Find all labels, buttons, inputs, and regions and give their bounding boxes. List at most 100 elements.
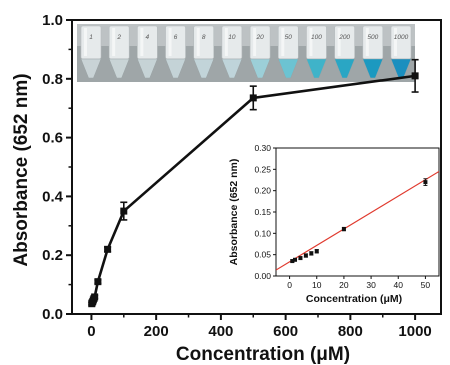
main-data-point (411, 72, 419, 80)
inset-x-tick-label: 0 (287, 280, 292, 290)
vial-liquid (306, 58, 327, 79)
inset-y-tick-label: 0.20 (254, 186, 271, 196)
vial: 10 (221, 25, 243, 79)
inset-background (275, 147, 440, 277)
vial: 100 (306, 25, 327, 79)
vial-liquid (249, 58, 271, 79)
main-x-tick-label: 400 (208, 323, 233, 340)
inset-y-tick-label: 0.15 (254, 207, 271, 217)
main-y-tick-label: 0.6 (42, 130, 63, 147)
vial-highlight (224, 28, 228, 56)
vial-label: 100 (311, 34, 322, 41)
inset-data-point (290, 259, 295, 264)
main-y-axis-label: Absorbance (652 nm) (11, 73, 32, 266)
vial-highlight (253, 28, 257, 56)
vial-liquid (80, 58, 102, 79)
main-x-tick-label: 200 (144, 323, 169, 340)
main-series (88, 58, 419, 308)
vial: 8 (193, 25, 215, 79)
inset-x-axis-label: Concentration (μM) (306, 293, 402, 305)
vial-liquid (136, 58, 158, 79)
vial: 4 (136, 25, 158, 79)
vial: 500 (362, 25, 384, 79)
inset-data-point (423, 180, 428, 185)
vial-label: 2 (116, 34, 121, 41)
main-x-tick-label: 800 (338, 323, 363, 340)
inset-y-tick-label: 0.05 (254, 250, 271, 260)
vial: 200 (334, 25, 356, 79)
main-data-point (94, 278, 102, 286)
vial-liquid (193, 58, 215, 79)
main-y-tick-label: 0.2 (42, 247, 63, 264)
vial: 1 (80, 25, 102, 79)
vial-highlight (394, 28, 397, 56)
vial-highlight (309, 28, 313, 56)
main-data-point (249, 94, 257, 102)
vial-liquid (277, 58, 299, 79)
inset-y-tick-label: 0.10 (254, 228, 271, 238)
vial-highlight (112, 28, 116, 56)
inset-y-tick-label: 0.25 (254, 164, 271, 174)
main-y-tick-label: 0.8 (42, 71, 63, 88)
vial: 1000 (390, 25, 412, 79)
vial-label: 6 (174, 34, 178, 41)
vial-liquid (334, 58, 356, 79)
main-x-tick-label: 600 (273, 323, 298, 340)
main-data-point (104, 245, 112, 253)
vial-highlight (337, 28, 341, 56)
inset-y-axis-label: Absorbance (652 nm) (228, 159, 240, 266)
inset-fit-line (276, 170, 439, 271)
inset-data-point (303, 253, 308, 258)
vial: 50 (277, 25, 299, 79)
inset-data-point (293, 257, 298, 262)
main-data-point (91, 293, 99, 301)
vial-label: 10 (228, 34, 236, 41)
inset-x-tick-label: 20 (339, 280, 349, 290)
inset-y-tick-label: 0.30 (254, 143, 271, 153)
inset-y-tick-label: 0.00 (254, 271, 271, 281)
vial: 20 (249, 25, 271, 79)
main-x-axis-label: Concentration (μM) (176, 344, 350, 365)
vial-highlight (84, 28, 87, 56)
vial-label: 1000 (394, 34, 409, 41)
main-data-point (120, 207, 128, 215)
vial-liquid (221, 58, 243, 79)
main-y-tick-label: 0.4 (42, 188, 64, 205)
inset-x-tick-label: 10 (312, 280, 322, 290)
inset-data-point (298, 256, 303, 261)
vial-label: 1 (89, 34, 93, 41)
inset-axes: 0 10 20 30 40 50 0.00 0.05 0.10 0.15 0.20 0.25 0.30 (254, 143, 430, 290)
inset-x-tick-label: 50 (421, 280, 431, 290)
vial-label: 200 (338, 34, 350, 41)
vial-liquid (108, 58, 130, 79)
vial-highlight (140, 28, 144, 56)
main-y-tick-label: 0.0 (42, 306, 63, 323)
main-x-tick-label: 1000 (398, 323, 431, 340)
vial-highlight (196, 28, 200, 56)
main-y-tick-label: 1.0 (42, 12, 63, 29)
vial: 6 (165, 25, 186, 79)
inset-data-point (309, 251, 314, 256)
inset-series (276, 170, 439, 271)
inset-x-tick-label: 40 (394, 280, 404, 290)
vial-label: 20 (255, 34, 264, 41)
vial-photo-inset: 1 2 4 6 8 10 20 50 100 200 500 1000 (77, 24, 415, 82)
vial-highlight (168, 28, 172, 56)
vial: 2 (108, 25, 130, 79)
inset-data-point (341, 227, 346, 232)
vial-label: 4 (146, 34, 150, 41)
linear-range-inset: 0 10 20 30 40 500.000.050.100.150.200.250.30 … (228, 143, 440, 305)
photo-top-glare (77, 24, 415, 46)
inset-data-point (314, 249, 319, 254)
vial-liquid (362, 58, 384, 79)
vial-liquid (165, 58, 186, 79)
vial-label: 8 (202, 34, 206, 41)
main-x-tick-label: 0 (87, 323, 95, 340)
inset-x-tick-label: 30 (366, 280, 376, 290)
vial-label: 500 (367, 34, 378, 41)
vial-highlight (281, 28, 285, 56)
vial-highlight (365, 28, 369, 56)
vial-label: 50 (285, 34, 293, 41)
